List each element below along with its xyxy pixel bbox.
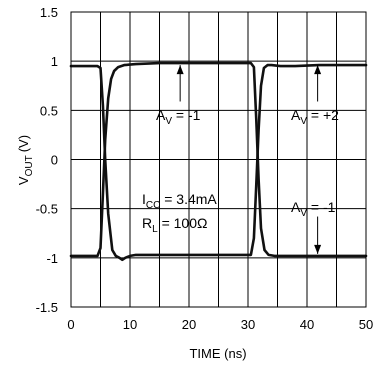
x-tick-label: 20 xyxy=(182,317,196,332)
series-layer xyxy=(69,61,368,262)
x-tick-label: 10 xyxy=(123,317,137,332)
plot-frame xyxy=(70,11,367,308)
arrow-layer xyxy=(176,65,322,254)
x-tick-label: 30 xyxy=(241,317,255,332)
tick-labels: 0 10 20 30 40 50 -1.5 -1 -0.5 0 0.5 1 1.5 xyxy=(36,5,373,332)
y-axis-title-unit: (V) xyxy=(16,135,31,152)
annotation-av-minus1-top: AV = -1 xyxy=(156,107,201,127)
x-tick-label: 50 xyxy=(359,317,373,332)
y-tick-label: -1.5 xyxy=(36,300,58,315)
y-axis-title-sub: OUT xyxy=(24,155,35,176)
series-line-1 xyxy=(69,63,368,262)
arrow-head-3 xyxy=(314,244,322,254)
y-tick-label: -1 xyxy=(46,251,58,266)
y-tick-label: 0.5 xyxy=(40,103,58,118)
arrow-head-1 xyxy=(176,65,184,75)
annotation-av-minus1-bottom: AV = -1 xyxy=(291,199,336,219)
y-axis-title: VOUT (V) xyxy=(16,135,35,185)
annotation-icc: ICC = 3.4mA xyxy=(142,191,217,211)
x-tick-label: 0 xyxy=(67,317,74,332)
x-tick-label: 40 xyxy=(300,317,314,332)
y-tick-label: 0 xyxy=(51,153,58,168)
x-axis-title: TIME (ns) xyxy=(189,346,246,361)
annotation-rl: RL = 100Ω xyxy=(142,215,207,235)
series-line-2 xyxy=(69,61,368,258)
arrow-head-2 xyxy=(314,65,322,75)
y-axis-title-main: V xyxy=(16,176,31,185)
y-tick-label: 1.5 xyxy=(40,5,58,20)
annotation-av-plus2: AV = +2 xyxy=(291,107,339,127)
y-tick-label: 1 xyxy=(51,54,58,69)
y-tick-label: -0.5 xyxy=(36,202,58,217)
